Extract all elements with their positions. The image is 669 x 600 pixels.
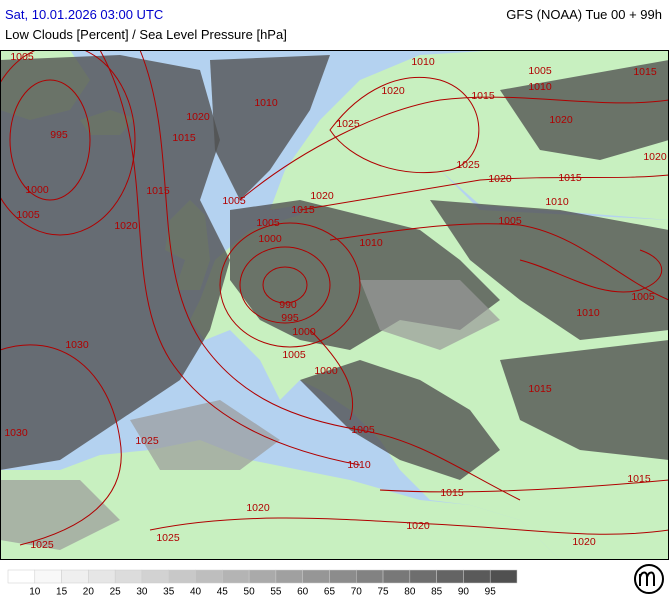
isobar-label: 1015 — [471, 90, 495, 102]
isobar-label: 1020 — [406, 520, 430, 532]
legend-tick-label: 35 — [163, 587, 175, 598]
isobar-label: 1005 — [498, 215, 522, 227]
legend-swatch — [168, 569, 196, 584]
isobar-label: 1025 — [30, 539, 54, 551]
isobar-label: 1010 — [347, 459, 371, 471]
legend-tick-label: 10 — [29, 587, 41, 598]
legend-tick-label: 40 — [190, 587, 202, 598]
isobar-label: 1025 — [135, 435, 159, 447]
isobar-label: 1015 — [633, 66, 657, 78]
isobar-label: 1025 — [456, 159, 480, 171]
legend-swatch — [436, 569, 464, 584]
map: 1005 1010 1005 1015 1010 1020 1015 1010 1020 1025… — [0, 50, 669, 560]
isobar-label: 1000 — [314, 365, 338, 377]
legend-swatch — [34, 569, 62, 584]
legend-tick-label: 50 — [244, 587, 256, 598]
legend-tick-label: 20 — [83, 587, 95, 598]
legend-tick-label: 75 — [377, 587, 389, 598]
header-subtitle: Low Clouds [Percent] / Sea Level Pressur… — [5, 27, 287, 42]
isobar-label: 1010 — [254, 97, 278, 109]
isobar-label: 1025 — [156, 532, 180, 544]
isobar-label: 1015 — [146, 185, 170, 197]
legend-swatch — [489, 569, 518, 584]
legend-tick-label: 95 — [485, 587, 497, 598]
isobar-label: 1020 — [381, 85, 405, 97]
isobar-label: 1005 — [351, 424, 375, 436]
legend-tick-label: 30 — [136, 587, 148, 598]
isobar-label: 1020 — [114, 220, 138, 232]
logo — [634, 564, 664, 594]
legend-swatch — [141, 569, 169, 584]
legend-swatch — [275, 569, 303, 584]
legend-tick-label: 65 — [324, 587, 336, 598]
legend-tick-label: 25 — [110, 587, 122, 598]
isobar-label: 1015 — [172, 132, 196, 144]
isobar-label: 995 — [281, 312, 299, 324]
legend-swatch — [409, 569, 437, 584]
legend-tick-label: 55 — [270, 587, 282, 598]
header-model: GFS (NOAA) Tue 00 + 99h — [506, 7, 662, 22]
isobar-label: 1020 — [643, 151, 667, 163]
isobar-label: 1015 — [291, 204, 315, 216]
isobar-label: 995 — [50, 129, 68, 141]
legend-swatch — [88, 569, 116, 584]
land-africa — [0, 440, 560, 560]
legend-swatch — [382, 569, 411, 584]
isobar-label: 1005 — [16, 209, 40, 221]
cloud-cover — [0, 55, 669, 550]
legend-tick-label: 60 — [297, 587, 309, 598]
isobar-label: 1005 — [528, 65, 552, 77]
legend-swatch — [114, 569, 143, 584]
isobar-label: 1015 — [440, 487, 464, 499]
isobar-label: 1015 — [627, 473, 651, 485]
legend-swatch — [329, 569, 357, 584]
isobar-label: 1020 — [310, 190, 334, 202]
isobar-label: 1010 — [576, 307, 600, 319]
isobar-label: 1005 — [222, 195, 246, 207]
isobar-label: 1005 — [631, 291, 655, 303]
legend-swatch — [356, 569, 384, 584]
legend-tick-label: 85 — [431, 587, 443, 598]
isobar-label: 1000 — [292, 326, 316, 338]
header-datetime: Sat, 10.01.2026 03:00 UTC — [5, 7, 163, 22]
isobar-label: 1030 — [4, 427, 28, 439]
isobar-label: 1000 — [25, 184, 49, 196]
isobar-label: 1010 — [359, 237, 383, 249]
legend-swatch — [463, 569, 491, 584]
legend-tick-label: 70 — [351, 587, 363, 598]
isobar-label: 1015 — [558, 172, 582, 184]
isobar-label: 990 — [279, 299, 297, 311]
isobars — [0, 50, 669, 546]
isobar-label: 1005 — [10, 51, 34, 63]
isobar-label: 1020 — [186, 111, 210, 123]
isobar-label: 1015 — [528, 383, 552, 395]
legend-tick-label: 80 — [404, 587, 416, 598]
isobar-label: 1010 — [528, 81, 552, 93]
legend-swatch — [195, 569, 223, 584]
legend: 10 15 20 25 30 35 40 45 50 55 60 65 70 75 80 85 90 95 — [7, 569, 518, 598]
isobar-label: 1020 — [246, 502, 270, 514]
isobar-label: 1010 — [545, 196, 569, 208]
isobar-label: 1005 — [256, 217, 280, 229]
legend-swatch — [222, 569, 250, 584]
legend-tick-label: 90 — [458, 587, 470, 598]
legend-swatch — [7, 569, 36, 584]
legend-tick-label: 15 — [56, 587, 68, 598]
isobar-label: 1030 — [65, 339, 89, 351]
legend-swatch — [61, 569, 89, 584]
isobar-label: 1020 — [549, 114, 573, 126]
isobar-label: 1000 — [258, 233, 282, 245]
isobar-label: 1025 — [336, 118, 360, 130]
isobar-label: 1020 — [572, 536, 596, 548]
legend-tick-label: 45 — [217, 587, 229, 598]
legend-swatch — [248, 569, 277, 584]
legend-swatch — [302, 569, 330, 584]
isobar-label: 1010 — [411, 56, 435, 68]
isobar-label: 1020 — [488, 173, 512, 185]
isobar-label: 1005 — [282, 349, 306, 361]
